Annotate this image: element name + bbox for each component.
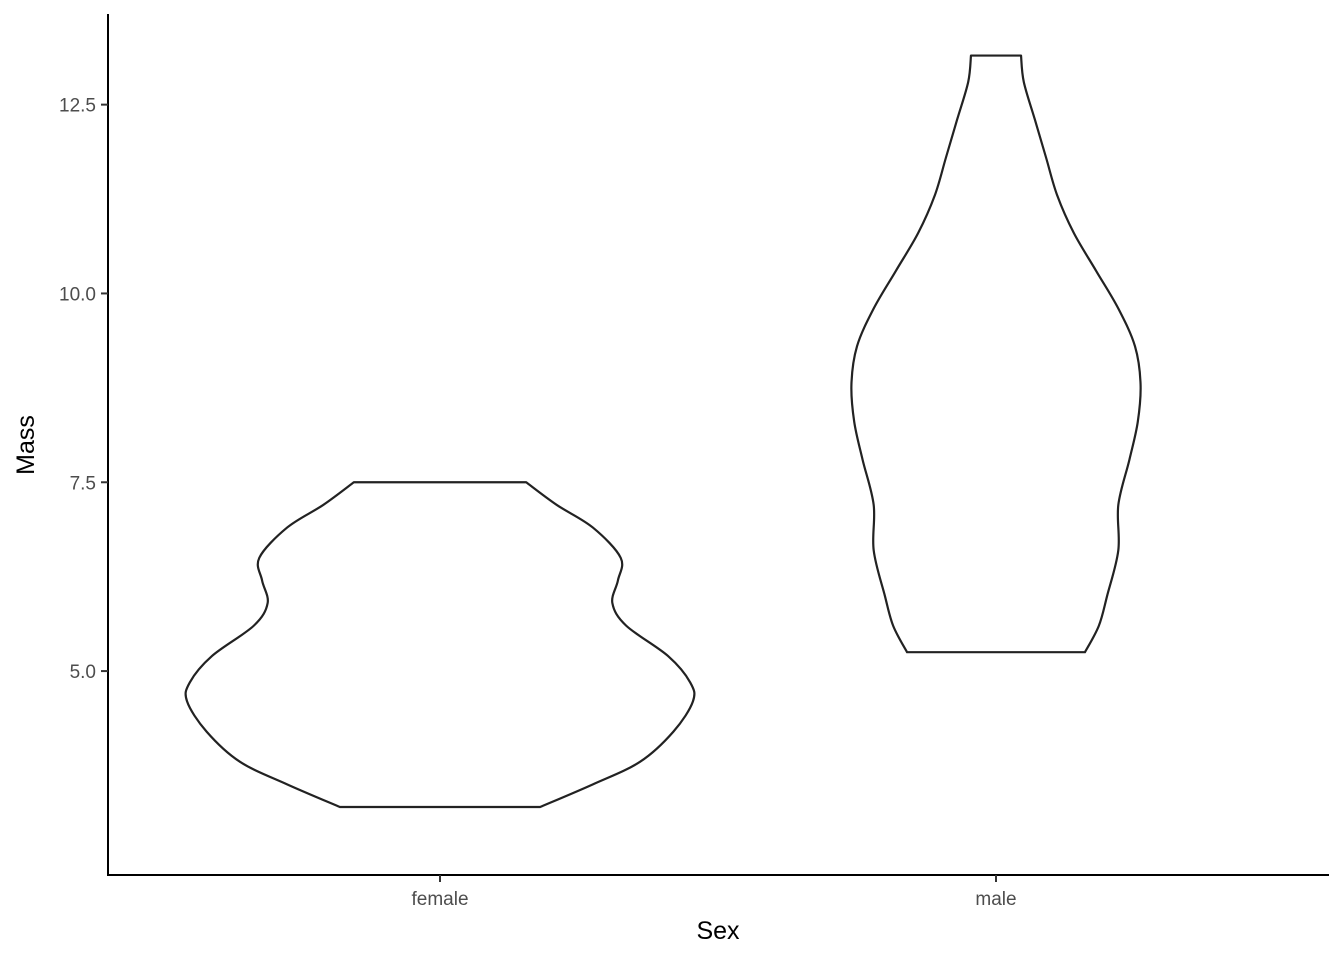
y-tick-label: 12.5 [59,96,96,117]
y-axis-title: Mass [12,415,40,475]
y-tick-label: 7.5 [70,473,96,494]
y-tick-label: 5.0 [70,662,96,683]
y-tick-label: 10.0 [59,284,96,305]
x-tick-label-male: male [975,889,1016,910]
x-tick-label-female: female [411,889,468,910]
violin-female [184,481,696,809]
y-axis-ticks: 5.0 7.5 10.0 12.5 [59,96,108,683]
x-axis-title: Sex [696,917,740,945]
violin-male [850,54,1142,654]
violin-group [184,54,1142,809]
x-axis-ticks: female male [411,875,1017,910]
